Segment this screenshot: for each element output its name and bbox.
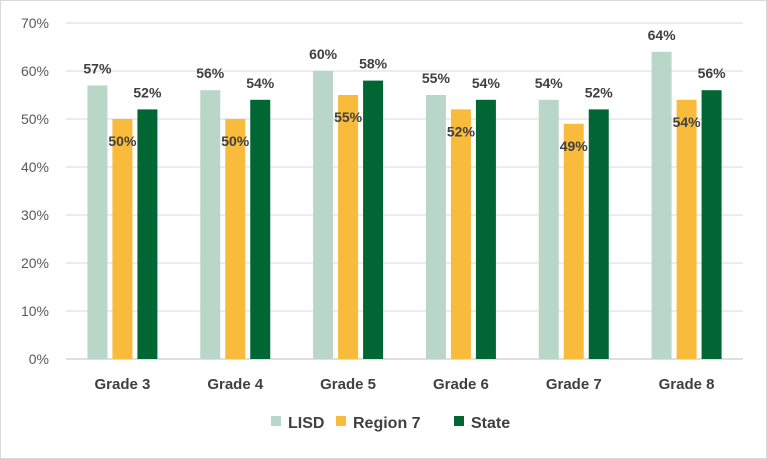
bar-lisd — [425, 95, 446, 359]
data-label: 56% — [698, 65, 727, 81]
bars — [87, 51, 722, 360]
bar-region-7 — [225, 119, 246, 359]
data-label: 58% — [359, 56, 388, 72]
y-tick-label: 30% — [21, 207, 49, 223]
bar-region-7 — [338, 95, 359, 359]
bar-region-7 — [112, 119, 133, 359]
legend: LISD Region 7 State — [271, 415, 510, 432]
gridlines — [66, 22, 743, 360]
x-category-label: Grade 6 — [433, 376, 489, 393]
data-label: 52% — [447, 123, 476, 139]
bar-state — [250, 99, 271, 360]
data-label: 54% — [246, 75, 275, 91]
y-tick-label: 40% — [21, 159, 49, 175]
bar-region-7 — [563, 123, 584, 359]
bar-state — [363, 80, 384, 359]
bar-state — [137, 109, 158, 360]
bar-lisd — [200, 90, 221, 359]
x-category-label: Grade 7 — [546, 376, 602, 393]
legend-label: State — [471, 415, 510, 432]
data-label: 50% — [108, 133, 137, 149]
data-labels: 57% 50% 52% 56% 50% 54% 60% 55% 58% 55% 52% 54% 54% 4… — [83, 27, 726, 154]
bar-lisd — [313, 71, 334, 359]
data-label: 55% — [334, 109, 363, 125]
data-label: 54% — [472, 75, 501, 91]
data-label: 49% — [560, 138, 589, 154]
x-category-label: Grade 3 — [94, 376, 150, 393]
y-tick-label: 70% — [21, 15, 49, 31]
x-category-label: Grade 4 — [207, 376, 264, 393]
data-label: 64% — [648, 27, 677, 43]
legend-swatch — [271, 416, 281, 426]
bar-state — [475, 99, 496, 360]
y-tick-label: 10% — [21, 303, 49, 319]
y-tick-label: 0% — [29, 351, 49, 367]
bar-region-7 — [676, 99, 697, 360]
bar-state — [701, 90, 722, 359]
data-label: 52% — [585, 84, 614, 100]
data-label: 56% — [196, 65, 225, 81]
bar-lisd — [651, 51, 672, 360]
data-label: 50% — [221, 133, 250, 149]
y-tick-label: 20% — [21, 255, 49, 271]
bar-lisd — [87, 85, 108, 360]
data-label: 52% — [133, 84, 162, 100]
data-label: 54% — [535, 75, 564, 91]
legend-label: LISD — [288, 415, 324, 432]
y-tick-label: 50% — [21, 111, 49, 127]
data-label: 57% — [83, 60, 112, 76]
x-axis-category-labels: Grade 3 Grade 4 Grade 5 Grade 6 Grade 7 Grade… — [94, 376, 714, 393]
data-label: 55% — [422, 70, 451, 86]
bar-region-7 — [450, 109, 471, 360]
bar-lisd — [538, 99, 559, 360]
y-tick-label: 60% — [21, 63, 49, 79]
bar-state — [588, 109, 609, 360]
data-label: 60% — [309, 46, 338, 62]
x-category-label: Grade 5 — [320, 376, 376, 393]
legend-label: Region 7 — [353, 415, 421, 432]
data-label: 54% — [673, 114, 702, 130]
legend-swatch — [454, 416, 464, 426]
x-category-label: Grade 8 — [659, 376, 715, 393]
y-axis-tick-labels: 0% 10% 20% 30% 40% 50% 60% 70% — [21, 15, 49, 367]
legend-swatch — [336, 416, 346, 426]
